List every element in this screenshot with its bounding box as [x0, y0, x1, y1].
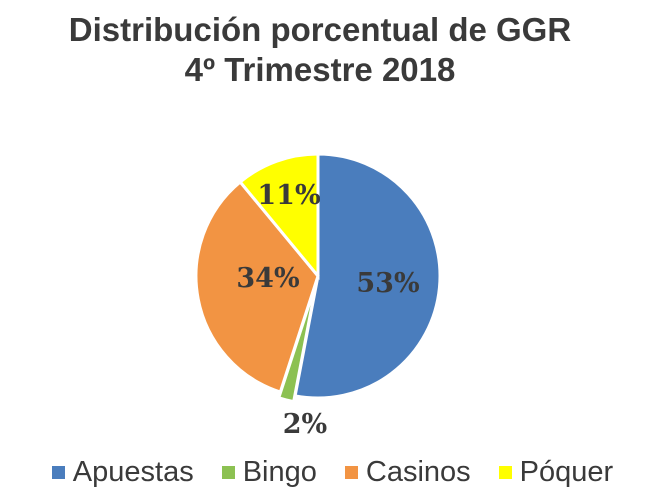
pie-slice-pquer	[238, 152, 320, 281]
legend-label: Casinos	[365, 455, 471, 488]
legend-swatch	[498, 465, 512, 479]
pie-slice-apuestas	[293, 152, 442, 400]
legend-swatch	[221, 465, 235, 479]
data-label-pquer: 11%	[257, 180, 320, 211]
chart-subtitle: 4º Trimestre 2018	[184, 51, 456, 88]
legend-swatch	[51, 465, 65, 479]
data-label-bingo: 2%	[283, 409, 327, 440]
pie-slice-casinos	[194, 179, 320, 394]
chart-title: Distribución porcentual de GGR	[68, 11, 572, 48]
legend-label: Póquer	[519, 455, 614, 488]
legend: Apuestas Bingo Casinos Póquer	[0, 452, 665, 492]
legend-label: Apuestas	[72, 455, 194, 488]
legend-label: Bingo	[242, 455, 317, 488]
data-label-casinos: 34%	[236, 263, 299, 294]
legend-item-apuestas: Apuestas	[51, 455, 194, 489]
legend-item-bingo: Bingo	[221, 455, 317, 489]
legend-item-casinos: Casinos	[344, 455, 471, 489]
data-label-apuestas: 53%	[356, 268, 419, 299]
legend-swatch	[344, 465, 358, 479]
pie-data-labels: 53% 2% 34% 11%	[236, 180, 419, 440]
legend-item-pquer: Póquer	[498, 455, 614, 489]
pie-slices	[194, 152, 442, 404]
chart-title-block: Distribución porcentual de GGR 4º Trimes…	[0, 10, 640, 90]
